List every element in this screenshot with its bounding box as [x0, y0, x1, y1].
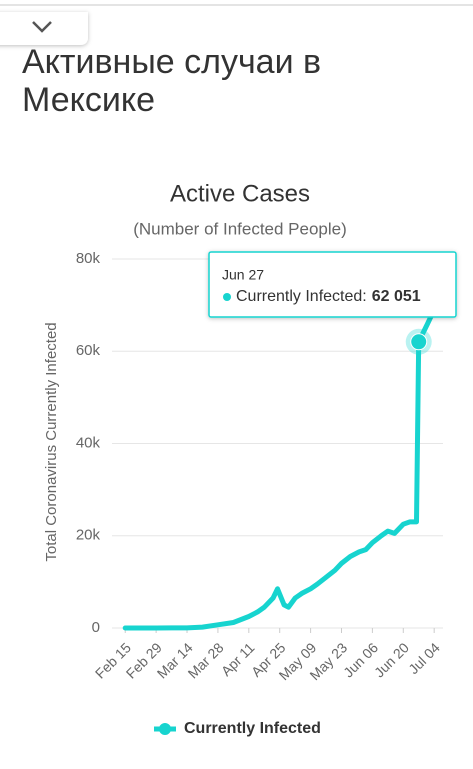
- x-tick-label: Mar 28: [185, 639, 227, 681]
- x-tick-label: Jul 04: [405, 639, 443, 677]
- data-line: [122, 302, 439, 631]
- page-heading: Мексике: [22, 81, 155, 119]
- y-tick-label: 20k: [76, 527, 101, 544]
- tooltip-dot: [223, 293, 231, 301]
- page-heading: Активные случаи в Мексике: [22, 43, 331, 119]
- legend-symbol: [159, 723, 171, 735]
- y-tick-label: 40k: [76, 434, 101, 451]
- chart-title: Active Cases: [170, 180, 310, 207]
- tooltip-series: Currently Infected:: [236, 288, 367, 305]
- tooltip-box: [208, 251, 457, 318]
- y-tick-label: 80k: [76, 250, 101, 267]
- chart-subtitle: (Number of Infected People): [133, 219, 347, 238]
- hover-point: [410, 333, 428, 351]
- legend-label: Currently Infected: [184, 720, 321, 737]
- tooltip-date: Jun 27: [222, 267, 264, 283]
- tooltip-text: Currently Infected: 62 051: [236, 288, 421, 305]
- y-tick-label: 0: [92, 619, 100, 636]
- y-tick-label: 60k: [76, 342, 101, 359]
- x-tick-label: Jun 20: [371, 639, 412, 680]
- tooltip-value: 62 051: [372, 288, 421, 305]
- page-heading: Активные случаи в: [22, 43, 321, 81]
- chevron-icon: [32, 21, 52, 33]
- y-axis-label: Total Coronavirus Currently Infected: [43, 322, 60, 561]
